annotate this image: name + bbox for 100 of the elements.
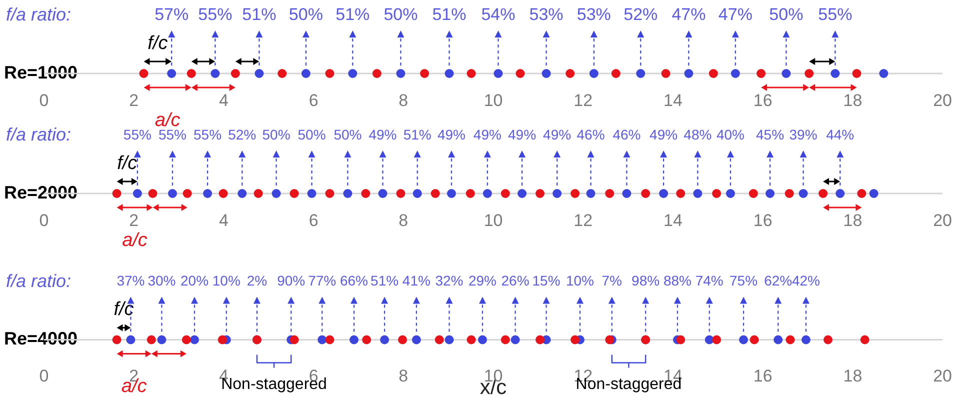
annotation: 15% [532,272,560,289]
annotation: 77% [308,272,336,289]
annotation: a/c [122,230,148,251]
annotation: f/a ratio: [6,124,72,144]
x-tick-label: 0 [39,210,49,230]
point [518,189,527,198]
point [372,69,382,78]
point [190,335,200,344]
x-tick-label: 18 [843,366,862,386]
point [430,189,440,198]
point [879,69,888,78]
point [641,189,650,198]
x-tick-label: 18 [843,210,862,230]
x-tick-label: 16 [753,90,772,110]
point [301,69,310,78]
annotation: 74% [695,272,724,289]
annotation: 7% [602,272,622,289]
point [396,189,406,198]
x-tick-label: 10 [484,210,503,230]
annotation: 44% [826,126,854,142]
annotation: 10% [566,272,594,289]
point [500,189,510,198]
annotation: 90% [277,272,306,289]
annotation: 45% [756,126,784,142]
annotation: 51% [336,5,370,24]
point [307,189,316,198]
point [605,189,614,198]
point [748,189,758,198]
annotation: 46% [612,126,641,142]
annotation: 52% [624,5,658,24]
point [494,69,503,78]
point [786,335,795,344]
point [182,335,191,344]
annotation: 54% [481,5,516,24]
annotation: 51% [370,272,399,289]
point [739,335,748,344]
point [708,69,718,78]
annotation: 47% [718,5,752,24]
point [570,335,580,344]
point [112,335,122,344]
point [210,69,220,78]
point [348,69,358,78]
annotation: 40% [716,126,745,142]
point [712,335,722,344]
point [684,69,694,78]
point [126,335,136,344]
point [712,189,722,198]
y-tick-label: Re=1000 [4,62,78,82]
x-tick-label: 2 [129,90,139,110]
x-tick-label: 16 [753,366,772,386]
point [676,189,686,198]
x-tick-label: 0 [39,90,49,110]
annotation: 55% [123,126,152,142]
point [823,335,832,344]
x-tick-label: 6 [308,90,318,110]
point [325,189,334,198]
x-tick-label: 4 [218,90,228,110]
annotation: 49% [473,126,502,142]
point [661,69,670,78]
point [272,189,281,198]
annotation: 39% [789,126,818,142]
point [350,335,358,344]
point [182,189,192,198]
annotation: 50% [384,5,418,24]
point [860,335,870,344]
annotation: 37% [116,272,145,289]
annotation: f/c [117,152,138,174]
point [318,335,327,344]
annotation: 50% [769,5,804,24]
annotation: 29% [468,272,497,289]
point [112,189,122,198]
annotation: 10% [212,272,240,289]
point [157,335,166,344]
annotation: 50% [298,126,326,142]
point [218,335,227,344]
point [132,189,142,198]
point [343,189,352,198]
annotation: 51% [432,5,466,24]
point [254,189,263,198]
x-tick-label: 20 [933,90,952,110]
point [290,335,299,344]
point [836,189,845,198]
x-tick-label: 0 [39,366,49,386]
point [535,189,544,198]
point [611,69,620,78]
point [218,189,228,198]
point [168,189,177,198]
x-tick-label: 14 [664,210,682,230]
annotation: 55% [194,126,222,142]
x-tick-label: 20 [933,366,952,386]
point [482,189,492,198]
x-tick-label: 12 [574,210,593,230]
annotation: 49% [543,126,572,142]
point [798,189,808,198]
point [325,335,334,344]
point [659,189,668,198]
annotation: 48% [684,126,712,142]
annotation: 32% [435,272,464,289]
point [446,189,456,198]
x-tick-label: 18 [843,90,862,110]
